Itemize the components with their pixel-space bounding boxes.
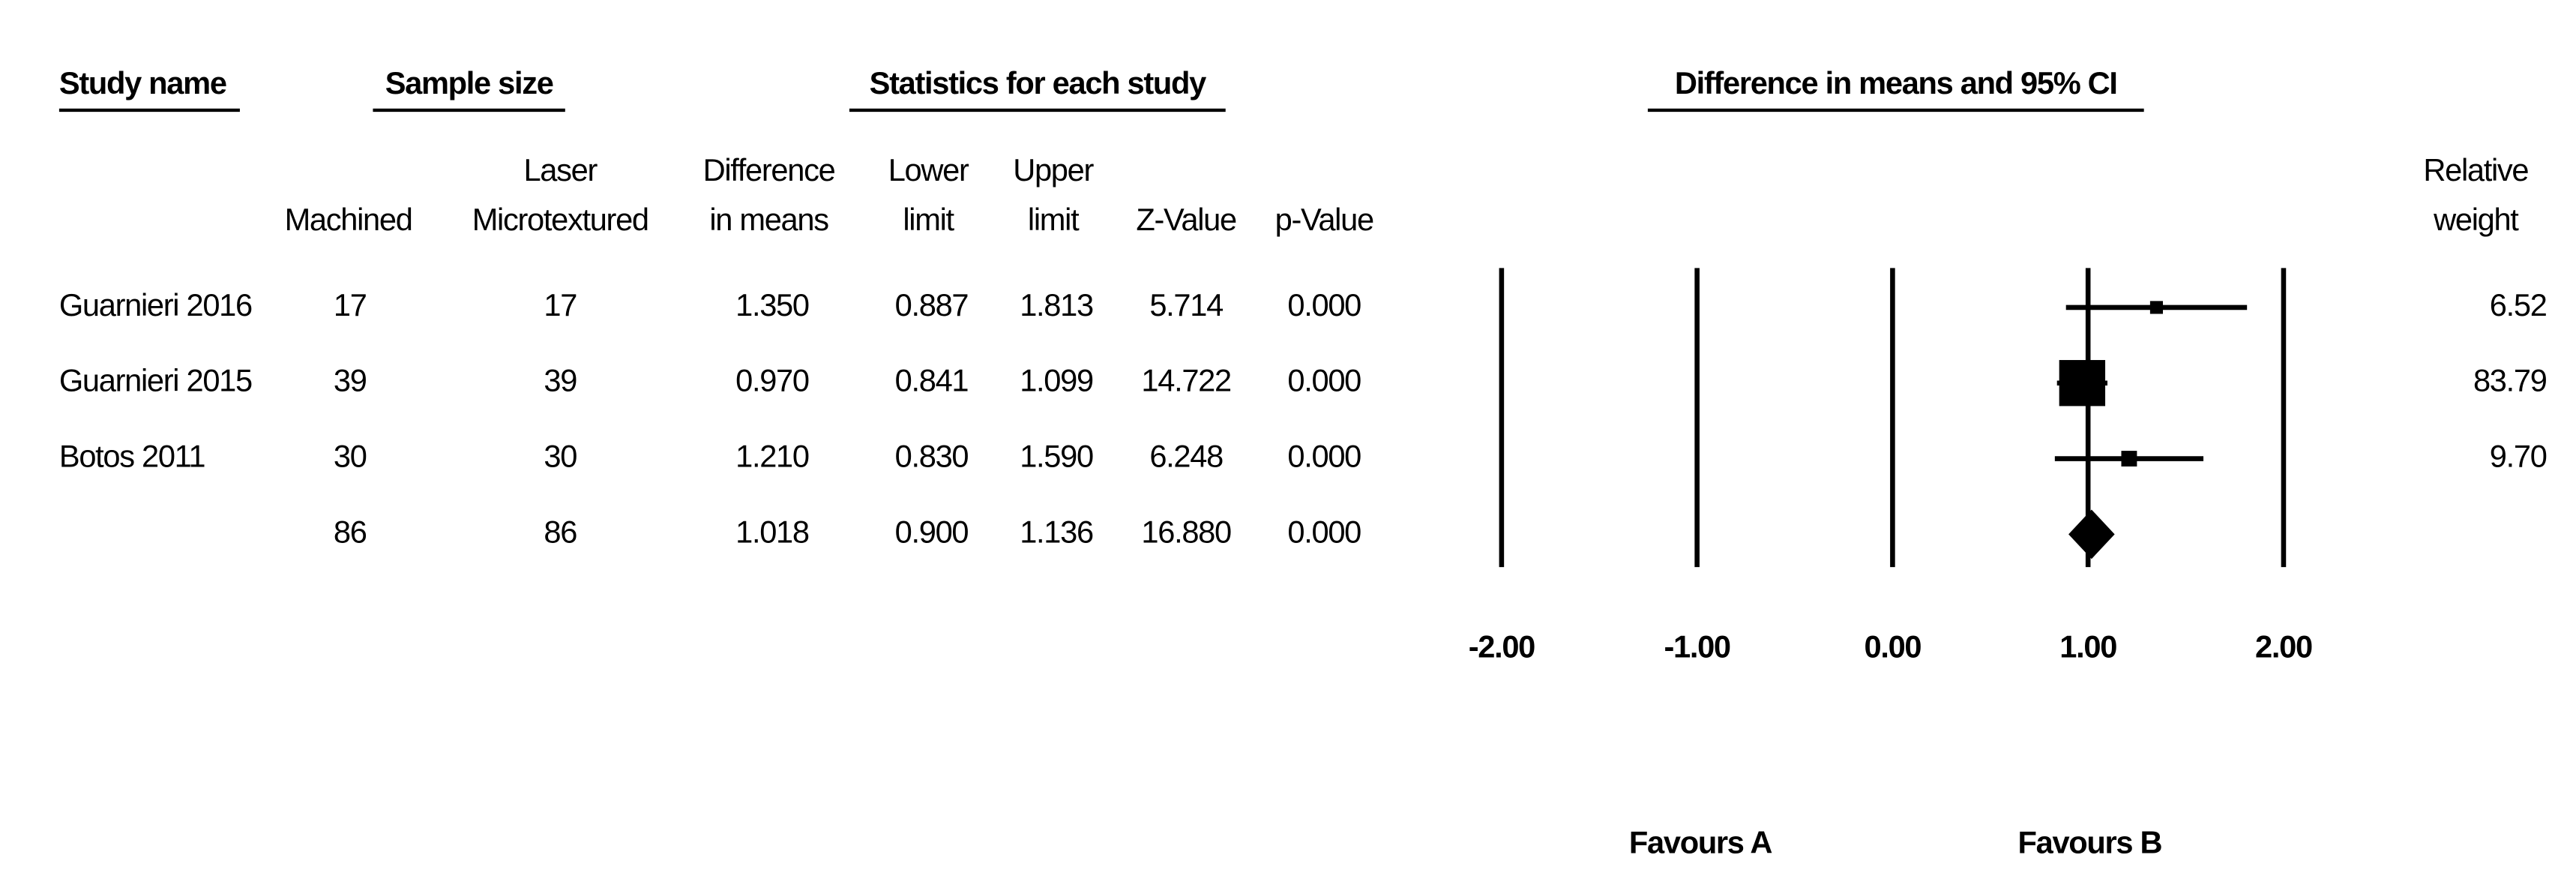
column-header: Difference xyxy=(703,152,835,188)
cell: 1.018 xyxy=(735,514,809,549)
cell: 0.000 xyxy=(1287,439,1361,474)
x-tick-label: 1.00 xyxy=(2059,629,2116,664)
summary-diamond xyxy=(2068,509,2115,560)
cell: 0.830 xyxy=(895,439,969,474)
cell: 30 xyxy=(334,439,367,474)
column-header: limit xyxy=(1028,202,1080,237)
column-header: Laser xyxy=(523,152,598,188)
column-header: limit xyxy=(903,202,954,237)
group-header: Sample size xyxy=(385,65,553,100)
column-header: weight xyxy=(2433,202,2519,237)
cell: 14.722 xyxy=(1141,363,1231,398)
cell: 39 xyxy=(334,363,367,398)
cell: 1.350 xyxy=(735,287,809,322)
study-name: Guarnieri 2015 xyxy=(59,363,252,398)
column-header: Microtextured xyxy=(472,202,648,237)
cell: 1.590 xyxy=(1020,439,1093,474)
column-header: Machined xyxy=(285,202,412,237)
cell: 86 xyxy=(334,514,367,549)
x-tick-label: 2.00 xyxy=(2255,629,2312,664)
cell: 1.210 xyxy=(735,439,809,474)
cell: 0.000 xyxy=(1287,363,1361,398)
column-header: Z-Value xyxy=(1136,202,1236,237)
cell: 0.970 xyxy=(735,363,809,398)
cell: 83.79 xyxy=(2473,363,2547,398)
x-tick-label: -2.00 xyxy=(1469,629,1535,664)
study-name: Guarnieri 2016 xyxy=(59,287,252,322)
x-tick-label: 0.00 xyxy=(1865,629,1922,664)
cell: 16.880 xyxy=(1141,514,1231,549)
effect-square xyxy=(2149,301,2164,314)
effect-square xyxy=(2059,360,2106,406)
column-header: in means xyxy=(709,202,828,237)
cell: 17 xyxy=(334,287,367,322)
cell: 0.000 xyxy=(1287,514,1361,549)
column-header: p-Value xyxy=(1275,202,1373,237)
cell: 6.248 xyxy=(1149,439,1223,474)
cell: 1.099 xyxy=(1020,363,1093,398)
cell: 1.813 xyxy=(1020,287,1093,322)
group-header: Study name xyxy=(59,65,226,100)
cell: 39 xyxy=(544,363,577,398)
cell: 30 xyxy=(544,439,577,474)
cell: 86 xyxy=(544,514,577,549)
favours-label: Favours B xyxy=(2018,824,2162,860)
column-header: Upper xyxy=(1013,152,1094,188)
cell: 1.136 xyxy=(1020,514,1093,549)
group-header: Difference in means and 95% CI xyxy=(1675,65,2117,100)
cell: 0.887 xyxy=(895,287,969,322)
cell: 0.000 xyxy=(1287,287,1361,322)
cell: 17 xyxy=(544,287,577,322)
column-header: Lower xyxy=(888,152,969,188)
column-header: Relative xyxy=(2423,152,2528,188)
x-tick-label: -1.00 xyxy=(1664,629,1730,664)
cell: 9.70 xyxy=(2490,439,2547,474)
cell: 5.714 xyxy=(1149,287,1223,322)
cell: 6.52 xyxy=(2490,287,2547,322)
cell: 0.841 xyxy=(895,363,969,398)
study-name: Botos 2011 xyxy=(59,439,205,474)
group-header: Statistics for each study xyxy=(870,65,1206,100)
favours-label: Favours A xyxy=(1629,824,1772,860)
effect-square xyxy=(2121,451,2137,466)
cell: 0.900 xyxy=(895,514,969,549)
